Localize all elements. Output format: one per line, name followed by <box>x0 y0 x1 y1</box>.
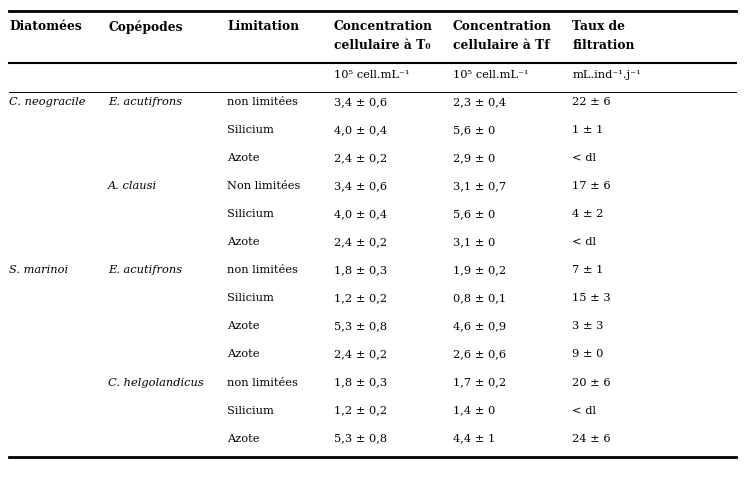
Text: Azote: Azote <box>227 237 260 247</box>
Text: 1,4 ± 0: 1,4 ± 0 <box>453 406 495 416</box>
Text: non limitées: non limitées <box>227 97 298 107</box>
Text: filtration: filtration <box>572 39 635 52</box>
Text: C. helgolandicus: C. helgolandicus <box>108 378 204 388</box>
Text: < dl: < dl <box>572 153 596 163</box>
Text: E. acutifrons: E. acutifrons <box>108 97 182 107</box>
Text: 5,6 ± 0: 5,6 ± 0 <box>453 209 495 219</box>
Text: 3,1 ± 0: 3,1 ± 0 <box>453 237 495 247</box>
Text: 4,4 ± 1: 4,4 ± 1 <box>453 434 495 444</box>
Text: 2,3 ± 0,4: 2,3 ± 0,4 <box>453 97 506 107</box>
Text: 2,6 ± 0,6: 2,6 ± 0,6 <box>453 349 506 360</box>
Text: 4 ± 2: 4 ± 2 <box>572 209 603 219</box>
Text: 10⁵ cell.mL⁻¹: 10⁵ cell.mL⁻¹ <box>334 70 409 80</box>
Text: Copépodes: Copépodes <box>108 20 183 34</box>
Text: Azote: Azote <box>227 434 260 444</box>
Text: 10⁵ cell.mL⁻¹: 10⁵ cell.mL⁻¹ <box>453 70 528 80</box>
Text: 4,0 ± 0,4: 4,0 ± 0,4 <box>334 125 387 135</box>
Text: 2,4 ± 0,2: 2,4 ± 0,2 <box>334 349 387 360</box>
Text: Silicium: Silicium <box>227 209 274 219</box>
Text: cellulaire à T₀: cellulaire à T₀ <box>334 39 431 52</box>
Text: 15 ± 3: 15 ± 3 <box>572 293 611 303</box>
Text: non limitées: non limitées <box>227 265 298 275</box>
Text: 0,8 ± 0,1: 0,8 ± 0,1 <box>453 293 506 303</box>
Text: 1 ± 1: 1 ± 1 <box>572 125 603 135</box>
Text: non limitées: non limitées <box>227 378 298 388</box>
Text: Silicium: Silicium <box>227 293 274 303</box>
Text: cellulaire à Tf: cellulaire à Tf <box>453 39 550 52</box>
Text: 3 ± 3: 3 ± 3 <box>572 321 603 332</box>
Text: < dl: < dl <box>572 406 596 416</box>
Text: 5,3 ± 0,8: 5,3 ± 0,8 <box>334 434 387 444</box>
Text: 4,6 ± 0,9: 4,6 ± 0,9 <box>453 321 506 332</box>
Text: Diatomées: Diatomées <box>9 20 82 33</box>
Text: C. neogracile: C. neogracile <box>9 97 86 107</box>
Text: 24 ± 6: 24 ± 6 <box>572 434 611 444</box>
Text: E. acutifrons: E. acutifrons <box>108 265 182 275</box>
Text: 1,2 ± 0,2: 1,2 ± 0,2 <box>334 406 387 416</box>
Text: Azote: Azote <box>227 321 260 332</box>
Text: Taux de: Taux de <box>572 20 625 33</box>
Text: S. marinoi: S. marinoi <box>9 265 68 275</box>
Text: 1,8 ± 0,3: 1,8 ± 0,3 <box>334 378 387 388</box>
Text: 3,1 ± 0,7: 3,1 ± 0,7 <box>453 181 506 191</box>
Text: Silicium: Silicium <box>227 125 274 135</box>
Text: 2,4 ± 0,2: 2,4 ± 0,2 <box>334 153 387 163</box>
Text: 1,9 ± 0,2: 1,9 ± 0,2 <box>453 265 506 275</box>
Text: 5,6 ± 0: 5,6 ± 0 <box>453 125 495 135</box>
Text: 5,3 ± 0,8: 5,3 ± 0,8 <box>334 321 387 332</box>
Text: Non limitées: Non limitées <box>227 181 300 191</box>
Text: Azote: Azote <box>227 349 260 360</box>
Text: Silicium: Silicium <box>227 406 274 416</box>
Text: Concentration: Concentration <box>334 20 433 33</box>
Text: 17 ± 6: 17 ± 6 <box>572 181 611 191</box>
Text: 3,4 ± 0,6: 3,4 ± 0,6 <box>334 181 387 191</box>
Text: 1,8 ± 0,3: 1,8 ± 0,3 <box>334 265 387 275</box>
Text: 9 ± 0: 9 ± 0 <box>572 349 603 360</box>
Text: 1,7 ± 0,2: 1,7 ± 0,2 <box>453 378 506 388</box>
Text: 22 ± 6: 22 ± 6 <box>572 97 611 107</box>
Text: Limitation: Limitation <box>227 20 299 33</box>
Text: 2,4 ± 0,2: 2,4 ± 0,2 <box>334 237 387 247</box>
Text: 2,9 ± 0: 2,9 ± 0 <box>453 153 495 163</box>
Text: 20 ± 6: 20 ± 6 <box>572 378 611 388</box>
Text: A. clausi: A. clausi <box>108 181 157 191</box>
Text: Azote: Azote <box>227 153 260 163</box>
Text: < dl: < dl <box>572 237 596 247</box>
Text: Concentration: Concentration <box>453 20 552 33</box>
Text: 1,2 ± 0,2: 1,2 ± 0,2 <box>334 293 387 303</box>
Text: 7 ± 1: 7 ± 1 <box>572 265 603 275</box>
Text: 3,4 ± 0,6: 3,4 ± 0,6 <box>334 97 387 107</box>
Text: 4,0 ± 0,4: 4,0 ± 0,4 <box>334 209 387 219</box>
Text: mL.ind⁻¹.j⁻¹: mL.ind⁻¹.j⁻¹ <box>572 70 641 80</box>
